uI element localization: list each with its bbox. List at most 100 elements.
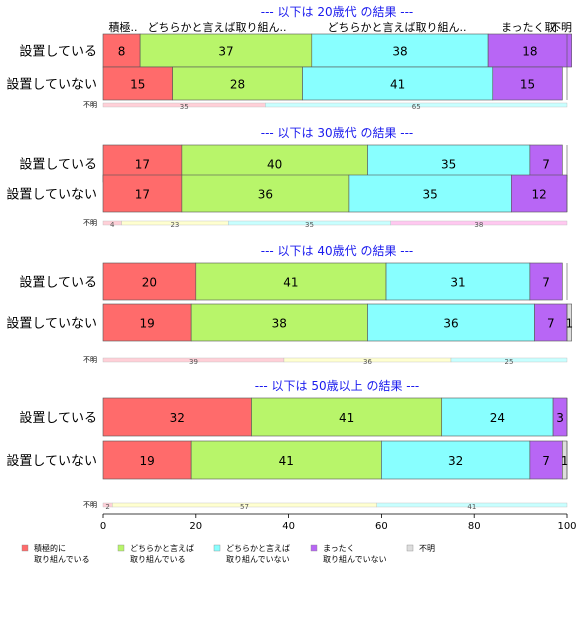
legend-label: 取り組んでいる (130, 554, 186, 564)
unknown-value: 2 (105, 503, 109, 511)
legend-swatch (21, 544, 29, 552)
unknown-value: 35 (305, 221, 314, 229)
x-tick-label: 40 (282, 521, 295, 532)
data-label: 41 (339, 411, 354, 425)
data-label: 31 (450, 276, 465, 290)
data-label: 40 (267, 158, 282, 172)
legend-swatch (117, 544, 125, 552)
data-label: 41 (390, 78, 405, 92)
legend-label: 取り組んでいない (323, 554, 387, 564)
unknown-value: 35 (180, 103, 189, 111)
row-label: 設置している (19, 157, 97, 173)
unknown-segment (265, 102, 568, 108)
bar-segment (492, 66, 563, 101)
data-label: 35 (422, 188, 437, 202)
data-label: 7 (542, 158, 550, 172)
unknown-label: 不明 (83, 219, 97, 227)
row-label: 設置していない (6, 187, 97, 203)
legend-label: どちらかと言えば (130, 543, 194, 553)
unknown-segment (390, 220, 568, 226)
legend-label: どちらかと言えば (226, 543, 290, 553)
bar-segment (534, 303, 568, 342)
bar-segment (385, 262, 531, 301)
data-label: 8 (118, 45, 126, 59)
data-label: 1 (561, 454, 569, 468)
data-label: 19 (139, 317, 154, 331)
bar-segment (172, 66, 303, 101)
data-label: 7 (542, 276, 550, 290)
bar-segment (190, 440, 382, 480)
bar-segment (441, 397, 554, 437)
data-label: 17 (135, 158, 150, 172)
data-label: 36 (258, 188, 273, 202)
bar-segment (181, 174, 350, 213)
unknown-value: 39 (189, 358, 198, 366)
data-label: 28 (230, 78, 245, 92)
row-label: 設置している (19, 410, 97, 426)
unknown-label: 不明 (83, 356, 97, 364)
unknown-value: 36 (363, 358, 372, 366)
data-label: 38 (392, 45, 407, 59)
data-label: 35 (441, 158, 456, 172)
data-label: 15 (520, 78, 535, 92)
legend-swatch (406, 544, 414, 552)
unknown-label: 不明 (83, 101, 97, 109)
row-label: 設置している (19, 44, 97, 60)
data-label: 36 (443, 317, 458, 331)
column-header: どちらかと言えば取り組ん.. (328, 21, 467, 34)
column-header: どちらかと言えば取り組ん.. (148, 21, 287, 34)
bar-segment (102, 174, 183, 213)
x-tick-label: 100 (557, 521, 576, 532)
data-label: 12 (532, 188, 547, 202)
data-label: 41 (279, 454, 294, 468)
unknown-segment (376, 502, 568, 508)
data-label: 38 (272, 317, 287, 331)
legend-label: まったく (323, 544, 355, 553)
legend-label: 不明 (419, 544, 435, 553)
x-tick-label: 0 (100, 521, 106, 532)
x-tick-label: 80 (468, 521, 481, 532)
legend-label: 取り組んでいる (34, 554, 90, 564)
unknown-segment (450, 357, 568, 363)
data-label: 7 (542, 454, 550, 468)
group-title: --- 以下は 50歳以上 の結果 --- (255, 379, 420, 393)
bar-segment (102, 303, 192, 342)
x-tick-label: 60 (375, 521, 388, 532)
unknown-label: 不明 (83, 501, 97, 509)
bar-segment (529, 440, 563, 480)
data-label: 24 (490, 411, 505, 425)
data-label: 1 (565, 317, 573, 331)
bar-segment (367, 303, 535, 342)
bar-segment (251, 397, 443, 437)
row-label: 設置していない (6, 453, 97, 469)
unknown-value: 38 (474, 221, 483, 229)
bar-segment (381, 440, 531, 480)
row-label: 設置していない (6, 77, 97, 93)
x-tick-label: 20 (189, 521, 202, 532)
data-label: 32 (170, 411, 185, 425)
unknown-value: 25 (505, 358, 514, 366)
bar-segment (529, 262, 563, 301)
data-label: 17 (135, 188, 150, 202)
data-label: 37 (218, 45, 233, 59)
unknown-value: 57 (240, 503, 249, 511)
data-label: 41 (283, 276, 298, 290)
data-label: 20 (142, 276, 157, 290)
data-label: 7 (547, 317, 555, 331)
data-label: 32 (448, 454, 463, 468)
legend-swatch (213, 544, 221, 552)
unknown-value: 41 (467, 503, 476, 511)
bar-segment (302, 66, 494, 101)
data-label: 18 (522, 45, 537, 59)
bar-segment (102, 397, 252, 437)
column-header: まったく取. (501, 21, 559, 34)
legend-label: 積極的に (34, 543, 66, 553)
legend-label: 取り組んでいない (226, 554, 290, 564)
bar-segment (487, 33, 572, 68)
bar-segment (348, 174, 512, 213)
bar-segment (195, 262, 387, 301)
data-label: 19 (139, 454, 154, 468)
column-header: 不明 (550, 21, 572, 34)
group-title: --- 以下は 40歳代 の結果 --- (261, 244, 414, 258)
